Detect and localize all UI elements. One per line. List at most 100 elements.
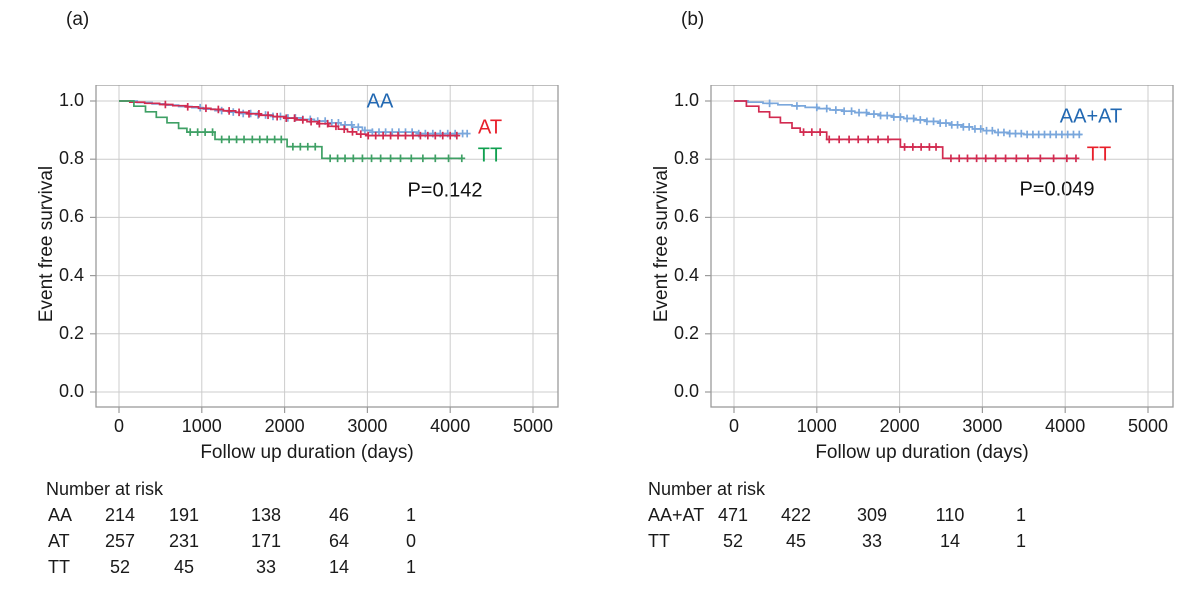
censor-mark-AA+AT — [863, 108, 870, 117]
y-tick-label: 0.2 — [673, 322, 699, 343]
censor-mark-TT — [926, 143, 933, 151]
curve-label-AT: AT — [477, 116, 503, 139]
censor-mark-TT — [864, 135, 872, 144]
censor-mark-AT — [245, 110, 253, 118]
risk-value: 231 — [168, 531, 200, 551]
y-tick-label: 0.4 — [58, 264, 84, 285]
censor-mark-AA+AT — [877, 111, 884, 120]
risk-value: 138 — [250, 505, 282, 525]
censor-mark-AT — [184, 103, 192, 111]
censor-mark-AA+AT — [1035, 130, 1043, 139]
censor-mark-AT — [453, 131, 461, 140]
censor-mark-AT — [409, 131, 417, 140]
censor-mark-AA+AT — [971, 125, 979, 133]
censor-mark-TT — [982, 154, 990, 163]
censor-mark-AT — [439, 131, 447, 140]
x-tick-label: 3000 — [347, 416, 388, 436]
censor-mark-TT — [296, 142, 304, 151]
risk-value: 171 — [250, 531, 282, 551]
censor-mark-TT — [201, 128, 209, 136]
censor-mark-TT — [240, 135, 248, 144]
censor-mark-TT — [397, 154, 404, 163]
panel-a-number-at-risk-title: Number at risk — [46, 479, 164, 499]
censor-mark-AT — [307, 117, 315, 126]
censor-mark-TT — [964, 154, 971, 163]
censor-mark-AT — [446, 131, 454, 140]
censor-mark-AA+AT — [954, 121, 961, 129]
censor-mark-AT — [315, 119, 323, 128]
censor-mark-TT — [1063, 154, 1071, 163]
risk-row-label: TT — [648, 531, 670, 551]
risk-value: 1 — [405, 557, 416, 577]
censor-mark-AA+AT — [870, 110, 878, 118]
censor-mark-TT — [349, 154, 357, 163]
curve-label-AA: AA — [366, 90, 394, 113]
censor-mark-TT — [901, 143, 908, 151]
risk-value: 257 — [104, 531, 136, 551]
censor-mark-AA+AT — [1058, 130, 1066, 139]
x-tick-label: 0 — [113, 416, 124, 436]
censor-mark-AA+AT — [1029, 130, 1037, 139]
censor-mark-AT — [161, 100, 169, 109]
censor-mark-TT — [407, 154, 415, 163]
censor-mark-AT — [225, 107, 233, 115]
y-tick-label: 0.6 — [673, 206, 699, 227]
plot-frame — [95, 85, 559, 408]
censor-mark-TT — [311, 142, 319, 151]
censor-mark-AA+AT — [1064, 130, 1072, 139]
censor-mark-AA+AT — [916, 116, 924, 124]
censor-mark-AA+AT — [923, 117, 931, 126]
censor-mark-TT — [256, 135, 264, 144]
risk-value: 1 — [405, 505, 416, 525]
censor-mark-AA — [375, 128, 383, 136]
censor-mark-AA+AT — [983, 126, 990, 135]
risk-value: 45 — [785, 531, 807, 551]
y-tick-label: 1.0 — [58, 90, 84, 110]
censor-mark-TT — [304, 142, 312, 151]
censor-mark-AT — [332, 122, 340, 131]
panel-b-x-axis-title: Follow up duration (days) — [815, 442, 1029, 463]
censor-mark-AT — [264, 111, 272, 120]
panel-b-letter: (b) — [681, 9, 705, 30]
censor-mark-TT — [368, 154, 375, 163]
survival-curve-TT — [119, 100, 463, 160]
risk-value: 52 — [722, 531, 744, 551]
censor-mark-AA+AT — [942, 119, 950, 127]
x-tick-label: 5000 — [1127, 416, 1169, 436]
censor-mark-TT — [387, 154, 394, 163]
censor-mark-AA+AT — [832, 106, 840, 114]
censor-mark-AA+AT — [766, 99, 774, 108]
censor-mark-AA+AT — [903, 114, 911, 123]
censor-mark-TT — [431, 154, 439, 163]
censor-mark-AA — [354, 123, 362, 131]
censor-mark-TT — [816, 128, 824, 136]
censor-mark-AA+AT — [1012, 129, 1019, 138]
y-tick-label: 0.4 — [673, 264, 699, 285]
censor-mark-TT — [835, 135, 843, 144]
censor-mark-TT — [326, 154, 334, 163]
censor-mark-AA+AT — [840, 107, 848, 115]
curve-label-TT: TT — [1086, 143, 1112, 166]
censor-mark-TT — [884, 135, 892, 144]
risk-value: 45 — [173, 557, 195, 577]
curve-label-TT: TT — [477, 144, 503, 167]
risk-value: 110 — [935, 505, 965, 525]
censor-mark-AA+AT — [897, 113, 904, 121]
risk-value: 1 — [1015, 505, 1026, 525]
censor-mark-TT — [909, 143, 917, 151]
risk-value: 33 — [255, 557, 277, 577]
x-tick-label: 3000 — [962, 416, 1003, 436]
censor-mark-TT — [1050, 154, 1058, 163]
censor-mark-AT — [255, 110, 263, 118]
risk-value: 309 — [856, 505, 888, 525]
censor-mark-TT — [874, 135, 882, 144]
censor-mark-AA+AT — [1017, 129, 1025, 138]
censor-mark-AA+AT — [1046, 130, 1054, 139]
censor-mark-TT — [209, 128, 216, 136]
censor-mark-AA+AT — [1052, 130, 1060, 139]
x-tick-label: 5000 — [512, 416, 554, 436]
y-tick-label: 0.6 — [58, 206, 84, 227]
panel-a-x-axis-title: Follow up duration (days) — [200, 442, 414, 463]
censor-mark-TT — [186, 128, 194, 136]
